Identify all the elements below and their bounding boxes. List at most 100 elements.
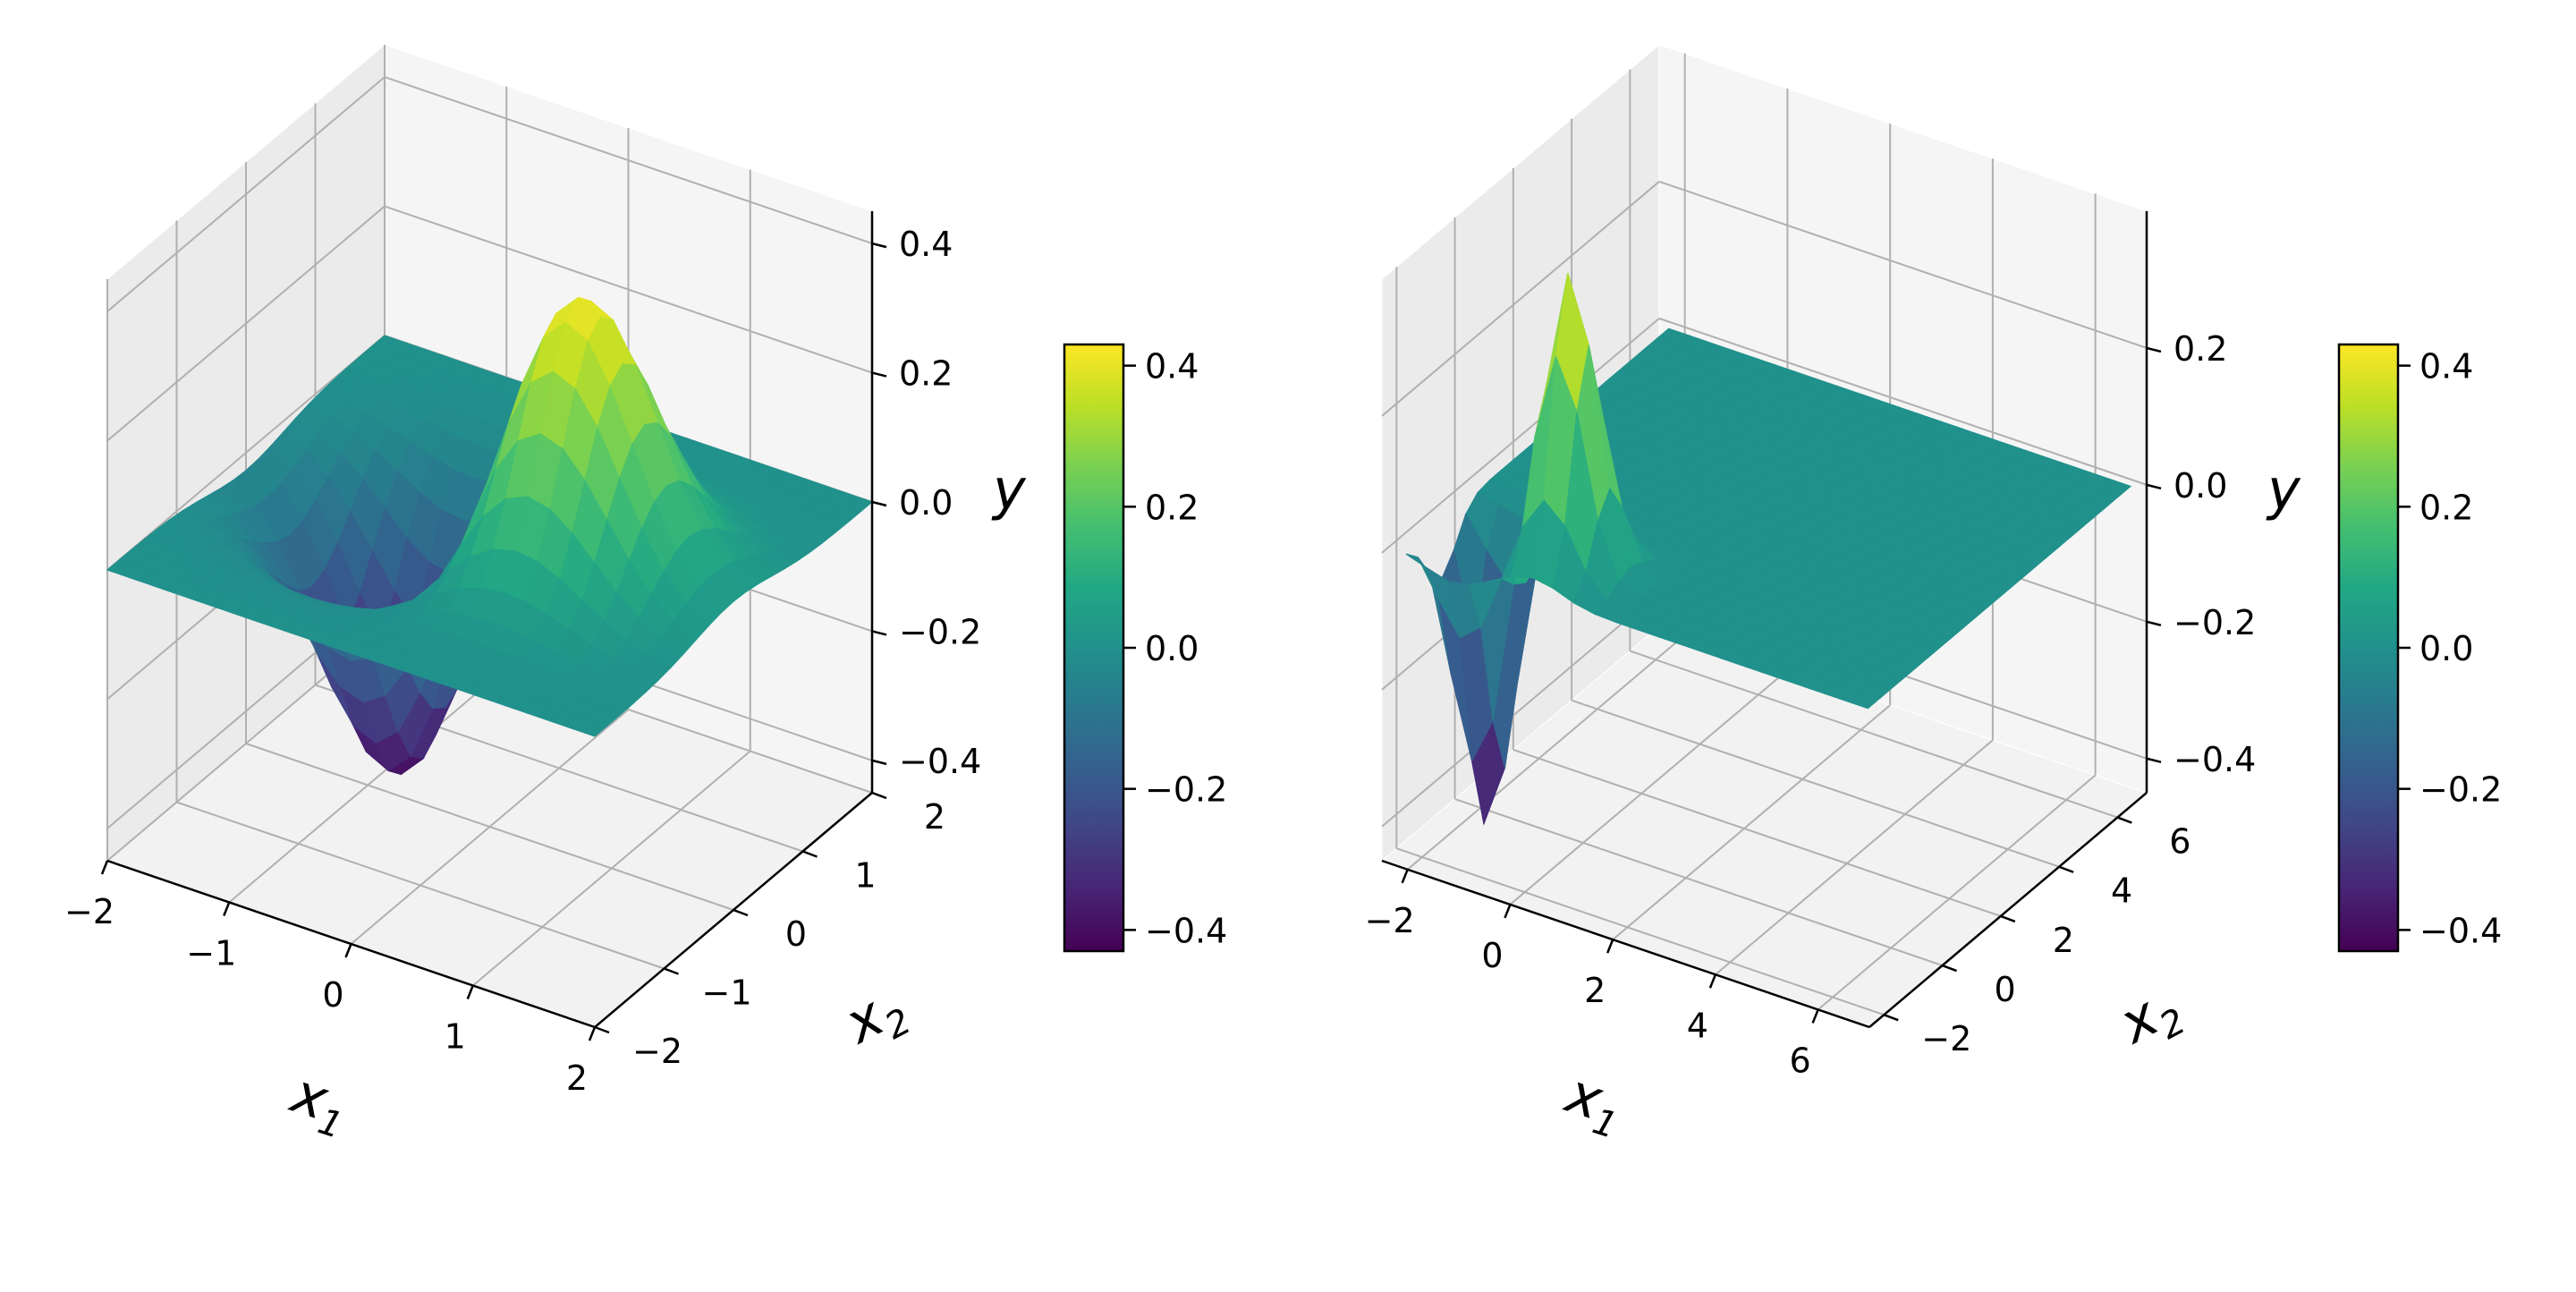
z-tick xyxy=(871,500,887,507)
x-tick xyxy=(344,943,352,958)
z-tick-label: −0.2 xyxy=(899,612,981,651)
surface-plot-right: −2 0 2 4 6 −2 0 2 4 6 −0.4 −0.2 0.0 0.2 … xyxy=(1365,43,2301,1147)
y-tick-label: −2 xyxy=(632,1032,682,1071)
y-tick-label: −2 xyxy=(1921,1019,1971,1058)
grid-line xyxy=(1571,699,2060,868)
grid-line xyxy=(1630,650,2118,819)
y-tick xyxy=(1942,964,1958,973)
axis-line xyxy=(1868,792,2148,1028)
z-tick-label: −0.2 xyxy=(2174,603,2256,642)
z-axis-label: y xyxy=(2266,457,2301,523)
y-tick-label: 4 xyxy=(2111,871,2132,911)
x-tick xyxy=(1504,904,1512,919)
grid-line xyxy=(1395,847,1885,1016)
z-axis-label: y xyxy=(991,457,1027,523)
x-tick xyxy=(223,902,231,916)
grid-line xyxy=(1612,704,1891,940)
grid-line xyxy=(1658,317,2148,486)
colorbar-tick-label: 0.0 xyxy=(1145,629,1199,668)
grid-line xyxy=(1407,634,1686,871)
surface-mesh xyxy=(1405,273,2132,826)
grid-line xyxy=(106,76,386,312)
surface-face xyxy=(1845,690,1881,710)
grid-line xyxy=(1381,591,1660,828)
colorbar-tick-label: −0.2 xyxy=(1145,770,1227,810)
x-tick-label: 4 xyxy=(1687,1006,1708,1045)
z-tick-label: 0.0 xyxy=(2174,466,2227,506)
z-tick xyxy=(871,242,887,249)
axis-line xyxy=(1381,859,1870,1029)
colorbar-gradient xyxy=(1063,343,1125,953)
z-tick xyxy=(2146,620,2162,627)
grid-line xyxy=(1381,181,1660,417)
x-tick xyxy=(1606,939,1614,954)
x-tick-label: 2 xyxy=(566,1058,588,1098)
x-axis-label: x1 xyxy=(1555,1059,1631,1147)
y-tick-label: 2 xyxy=(924,797,945,837)
colorbar-tick-label: 0.4 xyxy=(2419,347,2473,387)
grid-line xyxy=(1454,798,1943,966)
z-tick xyxy=(2146,757,2162,763)
x-tick-label: 1 xyxy=(445,1017,466,1057)
z-tick xyxy=(2146,346,2162,353)
x-tick-label: −1 xyxy=(186,934,236,973)
y-axis-label: x2 xyxy=(2107,973,2192,1065)
colorbar-tick-label: −0.4 xyxy=(1145,911,1227,950)
grid-line xyxy=(1509,669,1789,905)
y-tick xyxy=(2116,816,2132,824)
colorbar-tick-label: −0.4 xyxy=(2419,911,2502,950)
grid-line xyxy=(1817,774,2097,1011)
y-tick xyxy=(1883,1014,1899,1022)
grid-line xyxy=(1658,180,2148,349)
z-tick-label: 0.0 xyxy=(899,483,953,523)
colorbar-tick-label: 0.4 xyxy=(1145,347,1199,387)
grid-line xyxy=(1513,748,2002,917)
colorbar-gradient xyxy=(2337,343,2400,953)
z-tick xyxy=(871,371,887,378)
colorbar-tick-label: 0.2 xyxy=(2419,488,2473,527)
x-tick-label: 0 xyxy=(1481,936,1503,975)
y-tick xyxy=(2058,865,2074,873)
x-tick xyxy=(1708,973,1717,989)
y-tick xyxy=(733,908,749,917)
x-tick xyxy=(466,985,474,999)
z-tick-label: 0.4 xyxy=(899,225,953,264)
x-tick-label: 0 xyxy=(322,975,343,1015)
axis-ticks xyxy=(100,211,887,1041)
grid-line xyxy=(106,335,386,571)
surface-mesh xyxy=(106,296,874,776)
grid-line xyxy=(1715,739,1994,976)
surface-plot-left: −2 −1 0 1 2 −2 −1 0 1 2 −0.4 −0.2 0.0 0.… xyxy=(64,43,1027,1147)
z-tick-label: 0.2 xyxy=(899,354,953,394)
x-tick xyxy=(100,860,109,875)
x-tick xyxy=(1811,1008,1819,1024)
grid-line xyxy=(384,76,873,245)
y-tick-label: 2 xyxy=(2053,921,2074,960)
grid-line xyxy=(106,205,386,442)
y-tick-label: 6 xyxy=(2169,822,2190,862)
colorbar-tick-label: −0.2 xyxy=(2419,770,2502,810)
grid-line xyxy=(1381,318,1660,554)
colorbar-left: −0.4 −0.2 0.0 0.2 0.4 xyxy=(1063,343,1227,953)
x-tick-label: −2 xyxy=(64,892,114,931)
x-tick xyxy=(1401,869,1409,884)
axis-ticks xyxy=(1381,211,2162,1029)
x-tick-label: 6 xyxy=(1790,1041,1811,1080)
x-axis-label: x1 xyxy=(280,1059,357,1147)
z-tick xyxy=(2146,483,2162,490)
y-tick xyxy=(802,850,818,858)
y-tick-label: 0 xyxy=(1994,970,2015,1009)
y-tick-label: 1 xyxy=(854,856,876,896)
grid-line xyxy=(245,743,734,911)
colorbar-tick-label: 0.2 xyxy=(1145,488,1199,527)
z-tick xyxy=(871,759,887,766)
z-tick xyxy=(871,630,887,636)
colorbar-ticks xyxy=(1123,364,1136,931)
colorbar-right: −0.4 −0.2 0.0 0.2 0.4 xyxy=(2337,343,2502,953)
z-tick-label: −0.4 xyxy=(899,742,981,781)
z-tick-label: −0.4 xyxy=(2174,740,2256,779)
y-axis-label: x2 xyxy=(833,973,918,1065)
x-tick xyxy=(588,1026,597,1041)
